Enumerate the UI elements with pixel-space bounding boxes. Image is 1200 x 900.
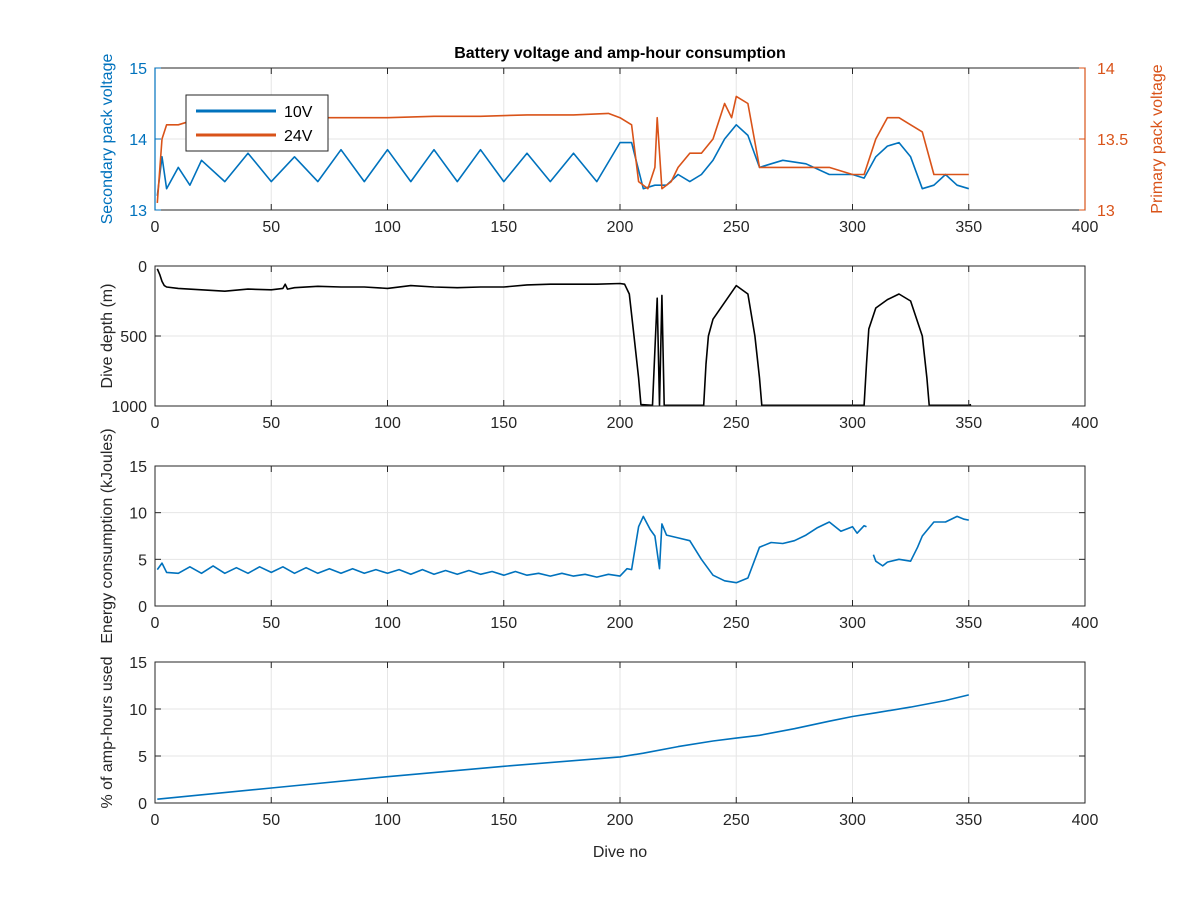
x-tick-label: 400 xyxy=(1072,219,1099,236)
x-tick-label: 250 xyxy=(723,812,750,829)
y-tick-label: 15 xyxy=(129,459,147,476)
x-tick-label: 50 xyxy=(262,615,280,632)
y-tick-label: 0 xyxy=(138,599,147,616)
x-tick-label: 300 xyxy=(839,812,866,829)
legend-label-24V: 24V xyxy=(284,128,313,145)
x-tick-label: 0 xyxy=(151,615,160,632)
x-tick-label: 200 xyxy=(607,812,634,829)
x-tick-label: 300 xyxy=(839,219,866,236)
y-axis-label: Secondary pack voltage xyxy=(99,54,116,225)
x-tick-label: 0 xyxy=(151,219,160,236)
y2-tick-label: 14 xyxy=(1097,61,1115,78)
series-line-1-seg2 xyxy=(872,515,969,567)
x-tick-label: 350 xyxy=(955,615,982,632)
series-line-1-seg1 xyxy=(156,515,867,584)
x-tick-label: 50 xyxy=(262,219,280,236)
series-line-1 xyxy=(156,268,972,407)
y-tick-label: 5 xyxy=(138,552,147,569)
x-tick-label: 200 xyxy=(607,415,634,432)
series-group xyxy=(156,515,969,584)
y-axis-label: Dive depth (m) xyxy=(99,284,116,389)
x-axis-label: Dive no xyxy=(593,844,647,861)
x-tick-label: 300 xyxy=(839,615,866,632)
x-tick-label: 350 xyxy=(955,415,982,432)
y-tick-label: 0 xyxy=(138,796,147,813)
x-tick-label: 400 xyxy=(1072,415,1099,432)
y-tick-label: 15 xyxy=(129,61,147,78)
x-tick-label: 150 xyxy=(490,812,517,829)
x-tick-label: 50 xyxy=(262,812,280,829)
y-tick-label: 0 xyxy=(138,259,147,276)
legend-label-10V: 10V xyxy=(284,104,313,121)
x-tick-label: 0 xyxy=(151,812,160,829)
x-tick-label: 100 xyxy=(374,812,401,829)
y-tick-label: 1000 xyxy=(111,399,147,416)
y-tick-label: 500 xyxy=(120,329,147,346)
chart-title: Battery voltage and amp-hour consumption xyxy=(454,45,786,62)
subplot-4: 0 50 100 150 200 250 300 350 400 0 5 10 15 % of amp-h… xyxy=(99,655,1098,861)
y-axis-label: Energy consumption (kJoules) xyxy=(99,428,116,643)
x-tick-label: 400 xyxy=(1072,615,1099,632)
y-tick-label: 14 xyxy=(129,132,147,149)
y-tick-label: 10 xyxy=(129,702,147,719)
x-tick-label: 150 xyxy=(490,615,517,632)
x-tick-label: 250 xyxy=(723,415,750,432)
series-line-1 xyxy=(157,694,969,800)
subplot-3: 0 50 100 150 200 250 300 350 400 0 5 10 15 Energy con… xyxy=(99,428,1098,643)
subplot-2: 0 50 100 150 200 250 300 350 400 0 500 1000 Dive dep… xyxy=(99,259,1098,432)
x-tick-label: 0 xyxy=(151,415,160,432)
y2-axis-label: Primary pack voltage xyxy=(1149,64,1166,213)
x-tick-label: 250 xyxy=(723,219,750,236)
series-group xyxy=(157,694,969,800)
y-tick-label: 15 xyxy=(129,655,147,672)
x-tick-label: 150 xyxy=(490,219,517,236)
x-tick-label: 100 xyxy=(374,415,401,432)
x-tick-label: 150 xyxy=(490,415,517,432)
x-tick-label: 350 xyxy=(955,219,982,236)
x-tick-label: 300 xyxy=(839,415,866,432)
x-tick-label: 350 xyxy=(955,812,982,829)
y-tick-label: 13 xyxy=(129,203,147,220)
x-tick-label: 250 xyxy=(723,615,750,632)
x-tick-label: 100 xyxy=(374,219,401,236)
y2-tick-label: 13 xyxy=(1097,203,1115,220)
legend-box xyxy=(185,94,329,152)
x-tick-label: 200 xyxy=(607,219,634,236)
y-tick-label: 5 xyxy=(138,749,147,766)
x-tick-label: 100 xyxy=(374,615,401,632)
x-tick-label: 200 xyxy=(607,615,634,632)
y-tick-label: 10 xyxy=(129,506,147,523)
y2-tick-label: 13.5 xyxy=(1097,132,1128,149)
x-tick-label: 400 xyxy=(1072,812,1099,829)
y-axis-label: % of amp-hours used xyxy=(99,656,116,808)
series-group xyxy=(156,268,972,407)
series-line-10V xyxy=(156,124,970,196)
x-tick-label: 50 xyxy=(262,415,280,432)
